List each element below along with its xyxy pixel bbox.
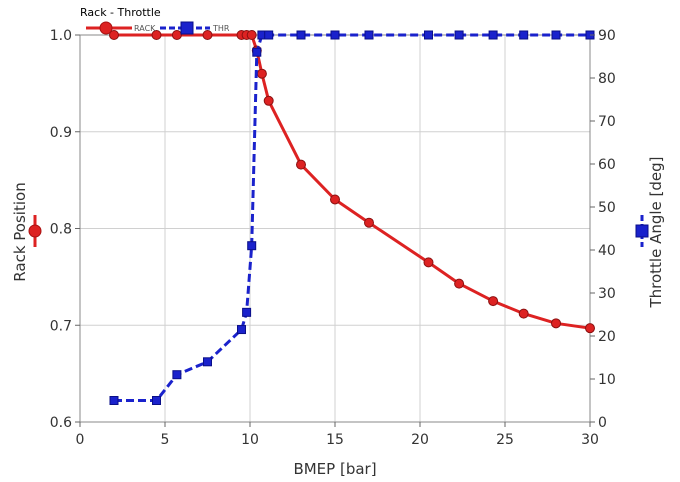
data-point-rack <box>364 217 374 228</box>
y-tick-label: 1.0 <box>50 28 72 44</box>
data-point-thr <box>109 396 119 405</box>
y2-tick-label: 90 <box>598 28 616 44</box>
series-thr <box>109 30 595 405</box>
data-point-thr <box>203 357 212 367</box>
data-point-thr <box>242 307 252 317</box>
y2-tick-label: 10 <box>598 372 616 388</box>
y-axis-right-title: Throttle Angle [deg] <box>647 156 665 308</box>
legend-item-thr: THR <box>160 21 230 35</box>
data-point-rack <box>423 257 434 268</box>
data-point-thr <box>551 30 561 40</box>
data-point-rack <box>454 278 465 289</box>
y2-tick-label: 30 <box>598 286 616 302</box>
x-tick-label: 20 <box>411 432 429 448</box>
x-axis-title: BMEP [bar] <box>293 460 376 478</box>
data-point-rack <box>246 30 257 40</box>
data-point-rack <box>151 30 162 40</box>
left-axis-series-marker <box>28 215 42 247</box>
x-tick-label: 30 <box>581 432 599 448</box>
data-point-rack <box>585 323 595 334</box>
x-tick-label: 25 <box>496 432 514 448</box>
x-tick-label: 5 <box>161 432 170 448</box>
series-line-thr <box>114 33 590 402</box>
legend: Rack - Throttle RACK THR <box>80 6 230 35</box>
data-point-rack <box>296 159 306 170</box>
data-point-thr <box>296 30 306 40</box>
grid <box>79 34 591 423</box>
y-axis-right-ticks: 0 10 20 30 40 50 60 70 80 90 <box>590 28 616 431</box>
data-point-thr <box>424 30 433 40</box>
data-point-thr <box>172 370 182 380</box>
data-point-thr <box>454 30 464 40</box>
x-tick-label: 15 <box>326 432 344 448</box>
y-tick-label: 0.7 <box>50 318 72 334</box>
data-point-thr <box>519 30 529 40</box>
data-point-thr <box>252 47 262 57</box>
data-point-thr <box>237 325 246 335</box>
y2-tick-label: 0 <box>598 415 607 431</box>
data-point-rack <box>256 68 267 79</box>
y2-tick-label: 20 <box>598 329 616 345</box>
y-tick-label: 0.8 <box>50 222 72 238</box>
data-point-rack <box>518 308 529 319</box>
y2-tick-label: 60 <box>598 157 616 173</box>
data-point-thr <box>152 396 161 405</box>
y2-tick-label: 40 <box>598 243 616 259</box>
y-tick-label: 0.6 <box>50 415 72 431</box>
chart-title: Rack - Throttle <box>80 6 161 19</box>
data-point-rack <box>551 318 561 329</box>
data-point-thr <box>264 30 274 40</box>
x-axis-ticks: 0 5 10 15 20 25 30 <box>76 422 599 448</box>
y-axis-left-title: Rack Position <box>11 182 29 281</box>
right-axis-series-marker <box>635 215 649 247</box>
x-tick-label: 0 <box>76 432 85 448</box>
legend-item-rack: RACK <box>86 21 156 35</box>
y2-tick-label: 80 <box>598 71 616 87</box>
x-tick-label: 10 <box>241 432 259 448</box>
series-rack <box>109 30 595 334</box>
y2-tick-label: 70 <box>598 114 616 130</box>
y-tick-label: 0.9 <box>50 125 72 141</box>
series-line-rack <box>114 33 591 330</box>
y-axis-left-ticks: 0.6 0.7 0.8 0.9 1.0 <box>50 28 80 431</box>
data-point-rack <box>109 30 119 40</box>
y2-tick-label: 50 <box>598 200 616 216</box>
data-point-rack <box>202 30 213 40</box>
data-point-thr <box>488 30 498 40</box>
legend-label-thr: THR <box>212 24 230 33</box>
data-point-thr <box>330 30 340 40</box>
data-point-rack <box>488 296 499 307</box>
data-point-rack <box>171 30 182 40</box>
data-point-thr <box>364 30 374 40</box>
data-point-thr <box>247 241 257 251</box>
data-point-rack <box>263 95 274 106</box>
data-point-rack <box>330 194 340 205</box>
legend-label-rack: RACK <box>134 24 156 33</box>
